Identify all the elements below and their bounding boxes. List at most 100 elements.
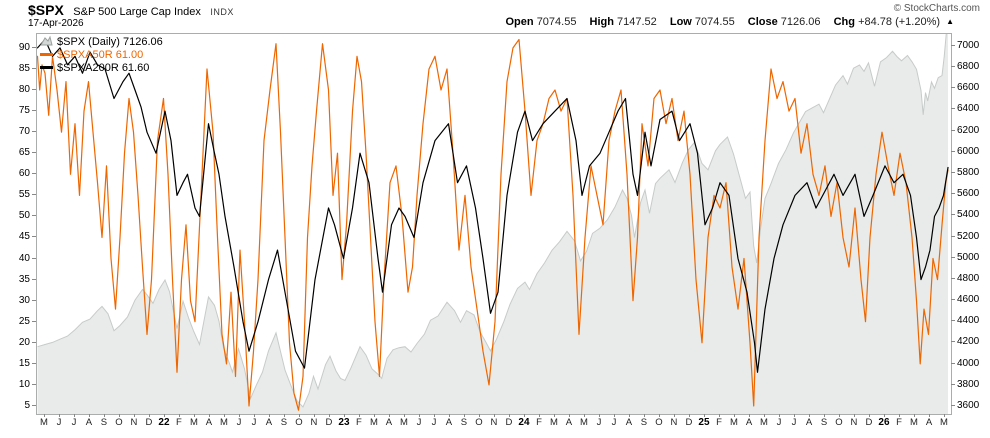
month-label: O bbox=[475, 417, 483, 428]
exchange-label: INDX bbox=[210, 7, 234, 17]
month-label: M bbox=[39, 417, 48, 428]
month-label: J bbox=[596, 417, 602, 428]
x-axis-tick bbox=[208, 414, 210, 417]
month-label: A bbox=[445, 417, 453, 428]
y-left-tick-label: 65 bbox=[18, 147, 30, 159]
y-left-tick bbox=[32, 383, 36, 385]
x-axis-tick bbox=[73, 414, 75, 417]
chart-title: $SPX S&P 500 Large Cap Index INDX bbox=[28, 2, 234, 20]
y-right-tick-label: 4400 bbox=[957, 315, 980, 327]
x-axis-tick bbox=[508, 414, 510, 417]
x-axis-tick bbox=[823, 414, 825, 417]
month-label: A bbox=[265, 417, 273, 428]
x-axis-tick bbox=[373, 414, 375, 417]
month-label: N bbox=[850, 417, 858, 428]
x-axis-tick bbox=[223, 414, 225, 417]
x-axis-tick bbox=[808, 414, 810, 417]
x-axis-tick bbox=[268, 414, 270, 417]
month-label: A bbox=[205, 417, 213, 428]
month-label: D bbox=[325, 417, 333, 428]
legend-label-spxa200r: $SPXA200R 61.60 bbox=[57, 61, 150, 74]
y-left-tick bbox=[32, 67, 36, 69]
y-right-tick-label: 4000 bbox=[957, 357, 980, 369]
y-right-tick-label: 6200 bbox=[957, 124, 980, 136]
y-right-tick bbox=[951, 108, 955, 110]
x-axis-tick bbox=[163, 414, 165, 417]
y-right-tick-label: 5000 bbox=[957, 251, 980, 263]
y-right-tick bbox=[951, 277, 955, 279]
x-axis-tick bbox=[718, 414, 720, 417]
y-left-tick-label: 10 bbox=[18, 378, 30, 390]
x-axis-tick bbox=[643, 414, 645, 417]
x-axis-tick bbox=[658, 414, 660, 417]
month-label: N bbox=[310, 417, 318, 428]
y-left-tick bbox=[32, 278, 36, 280]
x-axis-tick bbox=[298, 414, 300, 417]
year-label: 23 bbox=[338, 417, 350, 428]
y-right-tick-label: 3600 bbox=[957, 399, 980, 411]
month-label: M bbox=[369, 417, 378, 428]
year-label: 26 bbox=[878, 417, 890, 428]
chart-svg bbox=[37, 34, 949, 414]
y-left-tick-label: 15 bbox=[18, 357, 30, 369]
y-right-tick bbox=[951, 150, 955, 152]
spx-area-edge bbox=[37, 34, 947, 408]
x-axis-tick bbox=[793, 414, 795, 417]
y-right-tick-label: 3800 bbox=[957, 378, 980, 390]
x-axis-tick bbox=[748, 414, 750, 417]
month-label: S bbox=[640, 417, 648, 428]
line-swatch-black bbox=[40, 66, 53, 69]
x-axis-tick bbox=[178, 414, 180, 417]
y-right-tick bbox=[951, 214, 955, 216]
x-axis-tick bbox=[628, 414, 630, 417]
x-axis-tick bbox=[193, 414, 195, 417]
y-left-tick-label: 30 bbox=[18, 294, 30, 306]
month-label: F bbox=[176, 417, 182, 428]
y-left-tick-label: 70 bbox=[18, 126, 30, 138]
x-axis-tick bbox=[43, 414, 45, 417]
y-left-tick-label: 45 bbox=[18, 231, 30, 243]
y-right-tick-label: 7000 bbox=[957, 39, 980, 51]
month-label: J bbox=[416, 417, 422, 428]
x-axis-tick bbox=[283, 414, 285, 417]
x-axis-tick bbox=[898, 414, 900, 417]
x-axis-tick bbox=[388, 414, 390, 417]
y-left-tick-label: 40 bbox=[18, 252, 30, 264]
y-right-tick bbox=[951, 299, 955, 301]
y-right-tick-label: 4800 bbox=[957, 272, 980, 284]
chart-plot-area: $SPX (Daily) 7126.06 $SPXA50R 61.00 $SPX… bbox=[36, 33, 952, 415]
x-axis-tick bbox=[58, 414, 60, 417]
y-left-tick-label: 60 bbox=[18, 168, 30, 180]
month-label: A bbox=[565, 417, 573, 428]
y-left-tick bbox=[32, 236, 36, 238]
month-label: A bbox=[745, 417, 753, 428]
month-label: D bbox=[145, 417, 153, 428]
month-label: M bbox=[400, 417, 408, 428]
x-axis-tick bbox=[928, 414, 930, 417]
year-label: 24 bbox=[518, 417, 530, 428]
y-left-tick-label: 35 bbox=[18, 273, 30, 285]
open-label: Open bbox=[505, 16, 534, 28]
spxa200r-line bbox=[37, 38, 949, 373]
y-left-tick-label: 5 bbox=[24, 399, 30, 411]
month-label: O bbox=[655, 417, 663, 428]
x-axis-tick bbox=[568, 414, 570, 417]
month-label: N bbox=[670, 417, 678, 428]
x-axis-tick bbox=[433, 414, 435, 417]
y-right-tick bbox=[951, 235, 955, 237]
y-left-tick bbox=[32, 152, 36, 154]
y-right-tick-label: 4200 bbox=[957, 336, 980, 348]
y-left-tick-label: 55 bbox=[18, 189, 30, 201]
y-right-tick bbox=[951, 193, 955, 195]
y-right-tick bbox=[951, 341, 955, 343]
y-left-tick bbox=[32, 320, 36, 322]
month-label: F bbox=[536, 417, 542, 428]
month-label: M bbox=[940, 417, 948, 428]
close-label: Close bbox=[747, 16, 778, 28]
y-right-tick-label: 5200 bbox=[957, 230, 980, 242]
legend-item-spxa200r: $SPXA200R 61.60 bbox=[40, 61, 163, 74]
x-axis-tick bbox=[883, 414, 885, 417]
month-label: M bbox=[910, 417, 918, 428]
x-axis-tick bbox=[733, 414, 735, 417]
chg-label: Chg bbox=[833, 16, 855, 28]
